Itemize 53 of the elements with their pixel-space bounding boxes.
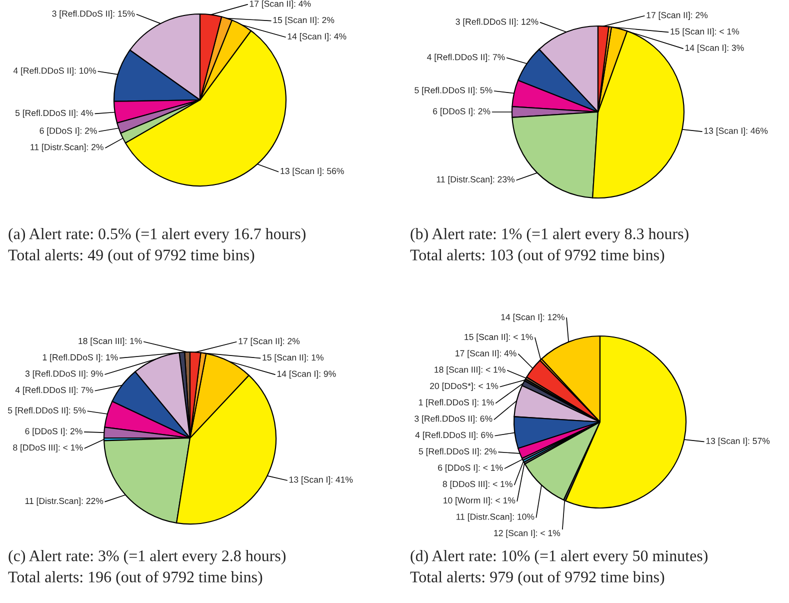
slice-label: 5 [Refl.DDoS II]: 5% bbox=[414, 86, 492, 96]
slice-label: 17 [Scan II]: 2% bbox=[646, 12, 708, 20]
slice-label: 15 [Scan II]: < 1% bbox=[670, 28, 740, 36]
slice-label: 14 [Scan I]: 12% bbox=[501, 314, 565, 322]
text: (a) Alert rate: 0.5% (=1 alert every 16.7 hours) bbox=[8, 228, 306, 243]
slice-label: 14 [Scan I]: 9% bbox=[277, 370, 336, 379]
slice-label: 6 [DDoS I]: < 1% bbox=[438, 464, 503, 473]
slice-label: 4 [Refl.DDoS II]: 7% bbox=[15, 386, 94, 395]
text: Total alerts: 979 (out of 9792 time bins) bbox=[410, 571, 664, 586]
slice-label: 5 [Refl.DDoS II]: 4% bbox=[15, 110, 94, 118]
slice-label: 4 [Refl.DDoS II]: 6% bbox=[415, 432, 494, 440]
slice-label: 15 [Scan II]: 1% bbox=[262, 354, 324, 362]
slice-label: 17 [Scan II]: 4% bbox=[456, 350, 516, 358]
slice-label: 4 [Refl.DDoS II]: 7% bbox=[427, 54, 505, 62]
slice-label: 13 [Scan I]: 46% bbox=[704, 127, 768, 136]
text: (d) Alert rate: 10% (=1 alert every 50 minutes) bbox=[410, 550, 708, 565]
slice-label: 13 [Scan I]: 41% bbox=[289, 476, 353, 484]
slice-label: 15 [Scan II]: < 1% bbox=[464, 334, 533, 342]
slice-label: 20 [DDoS*]: < 1% bbox=[430, 382, 498, 391]
slice-label: 11 [Distr.Scan]: 23% bbox=[436, 176, 515, 184]
slice-label: 1 [Refl.DDoS I]: 1% bbox=[418, 399, 494, 408]
text: Total alerts: 103 (out of 9792 time bins) bbox=[410, 249, 664, 264]
slice-label: 1 [Refl.DDoS I]: 1% bbox=[42, 354, 118, 362]
text: Total alerts: 196 (out of 9792 time bins) bbox=[8, 571, 262, 586]
slice-label: 18 [Scan III]: < 1% bbox=[434, 366, 506, 374]
slice-label: 18 [Scan III]: 1% bbox=[78, 338, 142, 346]
slice-label: 10 [Worm II]: < 1% bbox=[444, 497, 516, 506]
slice-label: 15 [Scan II]: 2% bbox=[273, 16, 334, 25]
slice-label: 14 [Scan I]: 4% bbox=[288, 33, 346, 42]
slice-label: 4 [Refl.DDoS II]: 10% bbox=[13, 67, 96, 76]
slice-label: 12 [Scan I]: < 1% bbox=[494, 530, 560, 538]
slice-label: 11 [Distr.Scan]: 2% bbox=[30, 144, 104, 152]
text: (c) Alert rate: 3% (=1 alert every 2.8 hours) bbox=[8, 550, 286, 565]
slice-label: 3 [Refl.DDoS II]: 15% bbox=[52, 10, 135, 18]
slice-label: 11 [Distr.Scan]: 22% bbox=[25, 498, 104, 506]
slice-label: 13 [Scan I]: 57% bbox=[706, 438, 770, 446]
slice-label: 3 [Refl.DDoS II]: 12% bbox=[456, 18, 538, 27]
slice-label: 3 [Refl.DDoS II]: 9% bbox=[25, 370, 104, 378]
slice-label: 13 [Scan I]: 56% bbox=[280, 168, 344, 176]
slice-label: 5 [Refl.DDoS II]: 5% bbox=[8, 407, 86, 416]
slice-label: 17 [Scan II]: 2% bbox=[238, 338, 300, 346]
slice-label: 14 [Scan I]: 3% bbox=[685, 44, 744, 53]
slice-label: 6 [DDoS I]: 2% bbox=[25, 428, 82, 436]
slice-label: 8 [DDoS III]: < 1% bbox=[442, 480, 512, 489]
slice-label: 6 [DDoS I]: 2% bbox=[40, 127, 97, 136]
slice-label: 5 [Refl.DDoS II]: 2% bbox=[418, 448, 496, 456]
slice-label: 3 [Refl.DDoS II]: 6% bbox=[414, 415, 492, 424]
slice-label: 17 [Scan II]: 4% bbox=[250, 0, 311, 9]
text: Total alerts: 49 (out of 9792 time bins) bbox=[8, 249, 254, 264]
text: (b) Alert rate: 1% (=1 alert every 8.3 hours) bbox=[410, 228, 688, 243]
slice-label: 11 [Distr.Scan]: 10% bbox=[456, 513, 534, 522]
slice-label: 8 [DDoS III]: < 1% bbox=[13, 444, 83, 452]
slice-label: 6 [DDoS I]: 2% bbox=[433, 108, 490, 116]
